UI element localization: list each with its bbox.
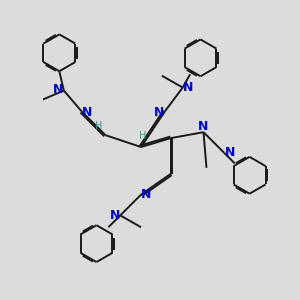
Text: H: H bbox=[139, 131, 146, 141]
Text: N: N bbox=[183, 81, 193, 94]
Text: H: H bbox=[95, 121, 103, 131]
Text: N: N bbox=[154, 106, 165, 119]
Text: N: N bbox=[224, 146, 235, 160]
Text: N: N bbox=[198, 120, 209, 133]
Text: N: N bbox=[110, 209, 120, 222]
Text: N: N bbox=[82, 106, 92, 119]
Text: N: N bbox=[141, 188, 152, 201]
Text: N: N bbox=[53, 82, 64, 96]
